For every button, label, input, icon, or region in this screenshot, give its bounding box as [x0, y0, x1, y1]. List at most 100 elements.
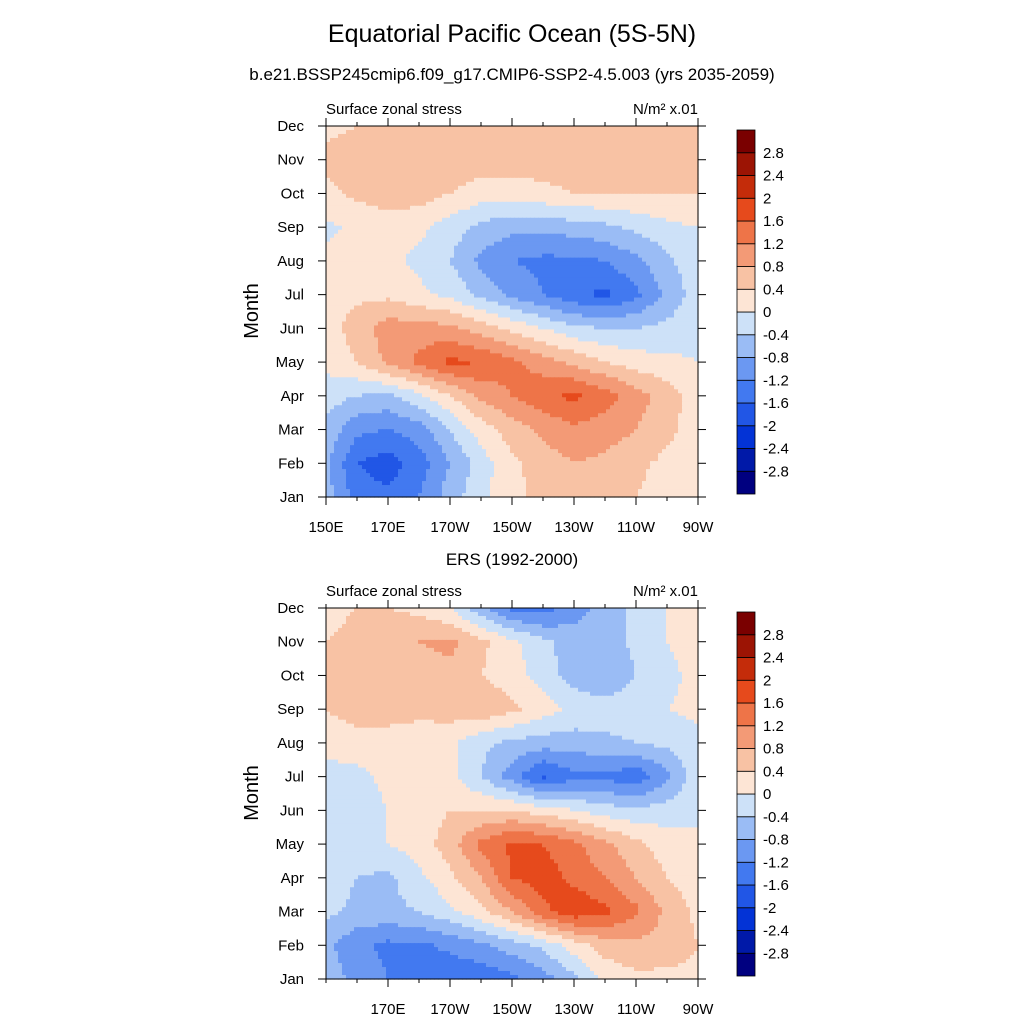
contour-cell: [462, 210, 467, 215]
contour-cell: [674, 286, 679, 291]
contour-cell: [346, 262, 351, 267]
contour-cell: [430, 146, 435, 151]
contour-cell: [426, 186, 431, 191]
contour-cell: [346, 290, 351, 295]
contour-cell: [618, 238, 623, 243]
contour-cell: [426, 142, 431, 147]
contour-cell: [354, 150, 359, 155]
contour-cell: [654, 170, 659, 175]
contour-cell: [574, 154, 579, 159]
contour-cell: [466, 321, 471, 326]
contour-cell: [646, 270, 651, 275]
contour-cell: [358, 282, 363, 287]
contour-cell: [494, 150, 499, 155]
contour-cell: [614, 198, 619, 203]
contour-cell: [594, 254, 599, 259]
contour-cell: [578, 325, 583, 330]
contour-cell: [630, 306, 635, 311]
contour-cell: [650, 142, 655, 147]
contour-cell: [630, 317, 635, 322]
contour-cell: [610, 298, 615, 303]
contour-cell: [406, 134, 411, 139]
contour-cell: [574, 306, 579, 311]
contour-cell: [406, 194, 411, 199]
contour-cell: [330, 230, 335, 235]
contour-cell: [350, 313, 355, 318]
contour-cell: [330, 206, 335, 211]
contour-cell: [498, 202, 503, 207]
contour-cell: [614, 286, 619, 291]
contour-cell: [498, 266, 503, 271]
contour-cell: [394, 258, 399, 263]
contour-cell: [418, 190, 423, 195]
contour-cell: [466, 154, 471, 159]
contour-cell: [674, 166, 679, 171]
contour-cell: [502, 126, 507, 131]
contour-cell: [418, 230, 423, 235]
contour-cell: [414, 170, 419, 175]
contour-cell: [478, 266, 483, 271]
contour-cell: [518, 333, 523, 338]
contour-cell: [606, 214, 611, 219]
contour-cell: [430, 290, 435, 295]
contour-cell: [470, 290, 475, 295]
contour-cell: [386, 194, 391, 199]
contour-cell: [674, 274, 679, 279]
contour-cell: [386, 178, 391, 183]
contour-cell: [682, 317, 687, 322]
contour-cell: [370, 262, 375, 267]
contour-cell: [590, 254, 595, 259]
contour-cell: [678, 170, 683, 175]
contour-cell: [358, 138, 363, 143]
contour-cell: [578, 222, 583, 227]
contour-cell: [506, 274, 511, 279]
contour-cell: [554, 174, 559, 179]
contour-cell: [466, 278, 471, 283]
contour-cell: [650, 186, 655, 191]
contour-cell: [682, 138, 687, 143]
contour-cell: [434, 198, 439, 203]
contour-cell: [610, 282, 615, 287]
contour-cell: [442, 174, 447, 179]
contour-cell: [634, 310, 639, 315]
contour-cell: [690, 329, 695, 334]
contour-cell: [562, 329, 567, 334]
contour-cell: [390, 321, 395, 326]
contour-cell: [542, 325, 547, 330]
contour-cell: [402, 254, 407, 259]
contour-cell: [346, 154, 351, 159]
contour-cell: [682, 278, 687, 283]
contour-cell: [522, 294, 527, 299]
contour-cell: [502, 246, 507, 251]
contour-cell: [690, 313, 695, 318]
contour-cell: [582, 266, 587, 271]
contour-cell: [462, 294, 467, 299]
contour-cell: [498, 126, 503, 131]
contour-cell: [410, 178, 415, 183]
contour-cell: [438, 222, 443, 227]
contour-cell: [446, 230, 451, 235]
contour-cell: [562, 317, 567, 322]
contour-cell: [462, 206, 467, 211]
contour-cell: [426, 130, 431, 135]
contour-cell: [362, 130, 367, 135]
contour-cell: [634, 278, 639, 283]
contour-cell: [474, 282, 479, 287]
contour-cell: [390, 294, 395, 299]
contour-cell: [542, 202, 547, 207]
contour-cell: [506, 333, 511, 338]
contour-cell: [554, 302, 559, 307]
contour-cell: [346, 142, 351, 147]
contour-cell: [374, 298, 379, 303]
contour-cell: [566, 170, 571, 175]
contour-cell: [514, 286, 519, 291]
contour-cell: [338, 194, 343, 199]
contour-cell: [666, 162, 671, 167]
contour-cell: [582, 134, 587, 139]
contour-cell: [586, 274, 591, 279]
contour-cell: [334, 270, 339, 275]
contour-cell: [462, 178, 467, 183]
contour-cell: [334, 154, 339, 159]
contour-cell: [542, 226, 547, 231]
contour-cell: [410, 238, 415, 243]
